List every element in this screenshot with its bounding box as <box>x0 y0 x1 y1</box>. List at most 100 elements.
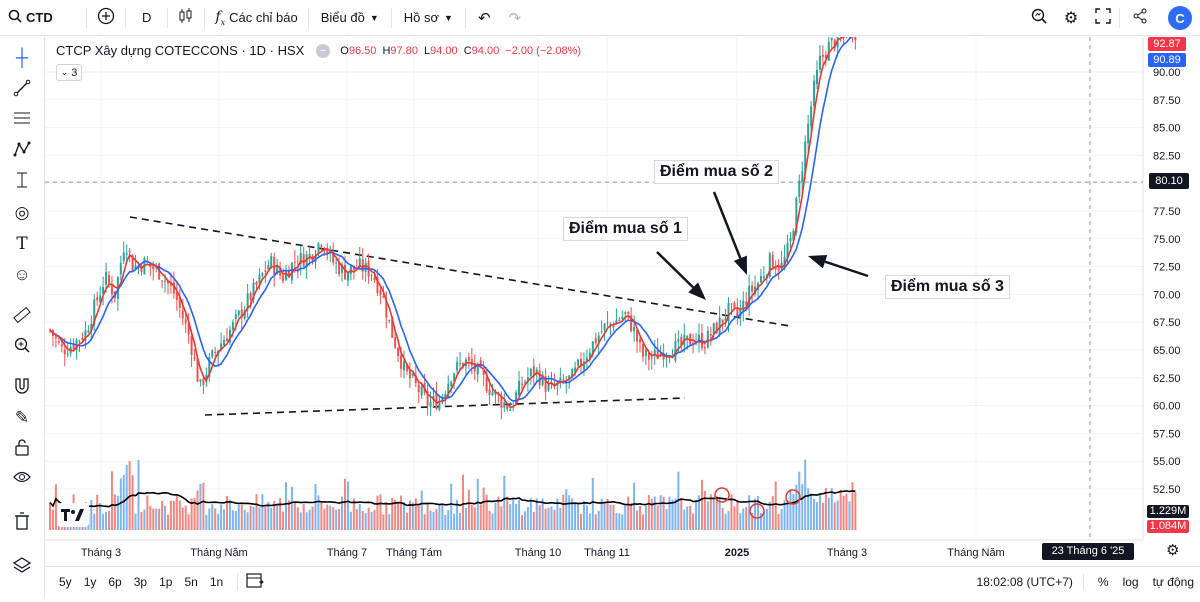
indicators-button[interactable]: fx Các chỉ báo <box>205 0 307 36</box>
volume-bar <box>329 505 332 530</box>
minus-circle-icon[interactable]: − <box>316 43 331 58</box>
range-5n[interactable]: 5n <box>184 574 198 589</box>
candle-body <box>196 358 199 382</box>
ruler-tool[interactable] <box>9 304 35 330</box>
volume-bar <box>538 505 541 530</box>
volume-bar <box>158 508 161 530</box>
compare-button[interactable] <box>87 0 125 36</box>
range-1p[interactable]: 1p <box>159 574 173 589</box>
fib-tool[interactable] <box>9 107 35 133</box>
remove-drawings-tool[interactable] <box>9 510 35 536</box>
volume-bar <box>178 500 181 530</box>
volume-bar <box>51 509 54 530</box>
range-1n[interactable]: 1n <box>209 574 224 589</box>
visibility-tool[interactable] <box>9 466 35 492</box>
volume-bar <box>267 502 270 530</box>
app-logo[interactable]: C <box>1168 6 1192 30</box>
volume-bar <box>423 514 426 530</box>
symbol-label: CTD <box>26 10 53 25</box>
candle-body <box>582 361 585 370</box>
candle-body <box>759 276 762 283</box>
volume-ma-line <box>49 490 856 508</box>
tradingview-logo[interactable] <box>57 503 89 527</box>
stay-drawing-tool[interactable]: ✎ <box>9 405 35 431</box>
candle-body <box>854 37 857 41</box>
candle-body <box>712 323 715 334</box>
candle-body <box>703 347 706 349</box>
volume-bar <box>391 497 394 530</box>
chevron-down-icon: ▼ <box>369 12 379 23</box>
brush-tool[interactable]: ◎ <box>9 200 35 226</box>
candle-body <box>804 141 807 175</box>
lock-tool[interactable] <box>9 436 35 462</box>
log-toggle[interactable]: log <box>1122 575 1139 589</box>
symbol-search[interactable]: CTD <box>0 0 86 36</box>
redo-button[interactable]: ↷ <box>503 0 528 36</box>
price-chart[interactable]: 90.0087.5085.0082.5080.0077.5075.0072.50… <box>45 37 1200 566</box>
volume-bar <box>765 508 768 530</box>
candle-body <box>441 397 444 403</box>
candle-body <box>379 290 382 296</box>
range-1y[interactable]: 1y <box>83 574 97 589</box>
range-5y[interactable]: 5y <box>59 574 72 589</box>
share-button[interactable] <box>1120 0 1160 36</box>
emoji-tool[interactable]: ☺ <box>9 262 35 288</box>
object-tree-tool[interactable] <box>9 554 35 580</box>
candle-body <box>786 243 789 258</box>
indicators-toggle[interactable]: ⌄ 3 <box>56 64 82 81</box>
candle-body <box>459 362 462 365</box>
range-3p[interactable]: 3p <box>133 574 148 589</box>
fullscreen-button[interactable] <box>1087 0 1119 36</box>
volume-bar <box>523 511 526 530</box>
candle-body <box>774 266 777 270</box>
candle-body <box>647 352 650 360</box>
chart-menu-button[interactable]: Biểu đồ ▼ <box>309 0 391 36</box>
magnet-tool[interactable] <box>9 375 35 401</box>
pattern-tool[interactable] <box>9 138 35 164</box>
candle-body <box>199 379 202 382</box>
ma-price-tag: 90.89 <box>1148 53 1186 67</box>
candle-body <box>529 369 532 376</box>
settings-button[interactable]: ⚙ <box>1055 0 1087 36</box>
candlesticks <box>49 37 857 419</box>
volume-bar <box>615 513 618 530</box>
volume-bar <box>509 504 512 530</box>
undo-button[interactable]: ↶ <box>466 0 503 36</box>
settings-gear[interactable]: ⚙ <box>1166 541 1179 559</box>
volume-ma-tag: 1.229M <box>1147 505 1189 518</box>
annotation-buy-2[interactable]: Điểm mua số 2 <box>654 160 779 184</box>
annotation-buy-3[interactable]: Điểm mua số 3 <box>885 275 1010 299</box>
candle-body <box>293 261 296 263</box>
volume-bar <box>683 509 686 530</box>
candle-body <box>108 275 110 284</box>
quick-search-button[interactable] <box>1023 0 1055 36</box>
volume-bar <box>355 509 358 530</box>
crosshair-tool[interactable]: ┼ <box>9 45 35 71</box>
zoom-in-tool[interactable] <box>9 334 35 360</box>
volume-bar <box>762 511 765 530</box>
trendline-tool[interactable] <box>9 77 35 103</box>
zoom-in-icon <box>13 336 31 359</box>
clock-time[interactable]: 18:02:08 (UTC+7) <box>976 575 1073 589</box>
crosshair-price-label: 80.10 <box>1149 173 1189 189</box>
candle-body <box>733 302 736 308</box>
volume-bar <box>597 510 600 530</box>
range-6p[interactable]: 6p <box>108 574 122 589</box>
candle-body <box>411 373 414 376</box>
volume-bar <box>397 501 400 530</box>
annotation-buy-1[interactable]: Điểm mua số 1 <box>563 217 688 241</box>
volume-bar <box>786 500 789 530</box>
chart-style-button[interactable] <box>168 0 204 36</box>
volume-bar <box>600 498 603 530</box>
date-range-button[interactable] <box>246 572 264 591</box>
auto-toggle[interactable]: tự động <box>1152 575 1194 589</box>
volume-bar <box>143 509 146 530</box>
forecast-tool[interactable] <box>9 169 35 195</box>
volume-bar <box>161 500 164 530</box>
profile-menu-button[interactable]: Hồ sơ ▼ <box>392 0 465 36</box>
volume-bar <box>320 502 323 530</box>
volume-bar <box>671 499 674 530</box>
interval-button[interactable]: D <box>126 0 167 36</box>
text-tool[interactable]: T <box>9 231 35 257</box>
percent-toggle[interactable]: % <box>1097 575 1109 589</box>
